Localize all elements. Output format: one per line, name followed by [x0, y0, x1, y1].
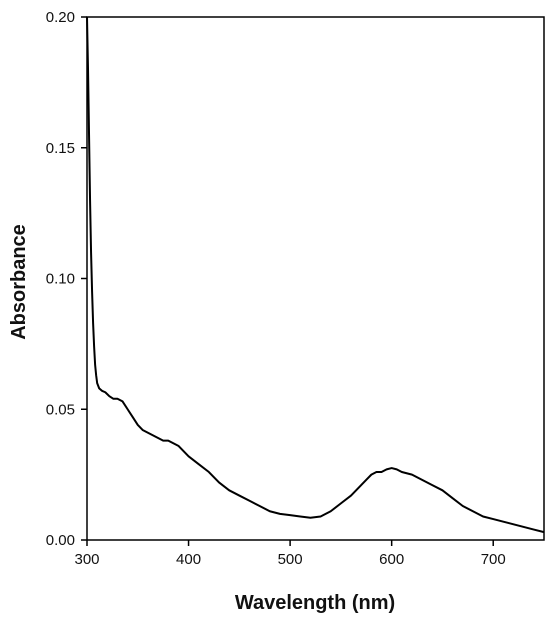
y-tick-label: 0.00	[46, 532, 75, 549]
x-tick-label: 600	[379, 551, 404, 568]
y-tick-label: 0.15	[46, 140, 75, 157]
x-tick-label: 700	[481, 551, 506, 568]
x-axis-ticks: 300 400 500 600 700	[74, 540, 506, 568]
y-tick-label: 0.20	[46, 9, 75, 26]
x-tick-label: 500	[278, 551, 303, 568]
y-axis-title: Absorbance	[8, 224, 30, 340]
plot-frame-group	[86, 16, 545, 541]
y-axis-ticks: 0.00 0.05 0.10 0.15 0.20	[46, 9, 87, 549]
x-axis-title: Wavelength (nm)	[235, 592, 395, 614]
plot-frame	[86, 16, 545, 541]
absorbance-series-line	[86, 16, 545, 534]
y-tick-label: 0.10	[46, 271, 75, 288]
y-tick-label: 0.05	[46, 401, 75, 418]
x-tick-label: 400	[176, 551, 201, 568]
x-tick-label: 300	[74, 551, 99, 568]
